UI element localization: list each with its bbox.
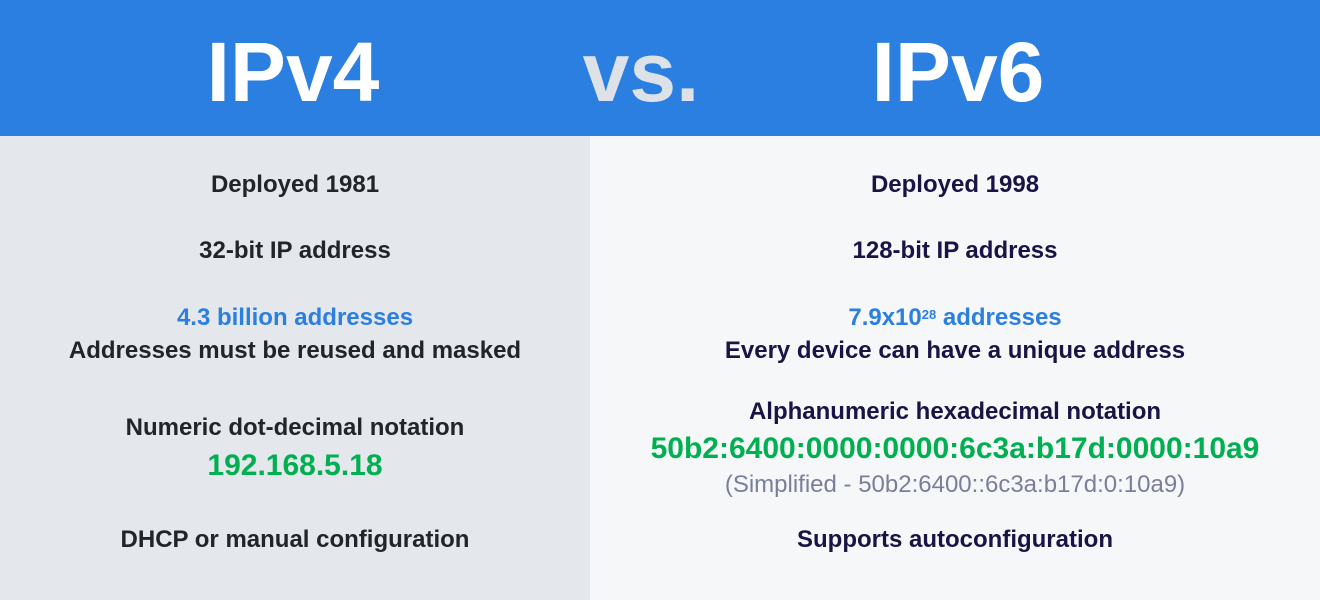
address-count-exponent: 28 [921,307,937,322]
vs-label: vs. [582,25,700,119]
ipv4-configuration: DHCP or manual configuration [120,526,470,553]
ipv6-address-note: Every device can have a unique address [724,337,1186,364]
ipv6-deployed: Deployed 1998 [870,171,1040,198]
address-count-suffix: addresses [936,304,1062,331]
ipv4-column: Deployed 1981 32-bit IP address 4.3 bill… [0,136,590,600]
ipv4-bits: 32-bit IP address [199,237,391,264]
ipv4-address-count: 4.3 billion addresses [176,304,414,331]
ipv6-example: 50b2:6400:0000:0000:6c3a:b17d:0000:10a9 [650,432,1260,465]
address-count-base: 7.9x10 [848,304,922,331]
ipv6-notation: Alphanumeric hexadecimal notation [748,398,1162,425]
ipv6-simplified: (Simplified - 50b2:6400::6c3a:b17d:0:10a… [724,471,1186,498]
ipv4-address-note: Addresses must be reused and masked [68,337,522,364]
ipv6-address-count: 7.9x1028 addresses [590,303,1320,333]
ipv4-notation: Numeric dot-decimal notation [125,414,465,441]
ipv6-title: IPv6 [871,25,1045,119]
ipv4-title: IPv4 [206,25,380,119]
ipv6-bits: 128-bit IP address [852,237,1058,264]
ipv6-configuration: Supports autoconfiguration [797,526,1113,553]
ipv4-example: 192.168.5.18 [207,449,383,482]
ipv4-deployed: Deployed 1981 [210,171,380,198]
ipv6-column: Deployed 1998 128-bit IP address 7.9x102… [590,136,1320,600]
header-banner: IPv4 vs. IPv6 [0,0,1320,136]
